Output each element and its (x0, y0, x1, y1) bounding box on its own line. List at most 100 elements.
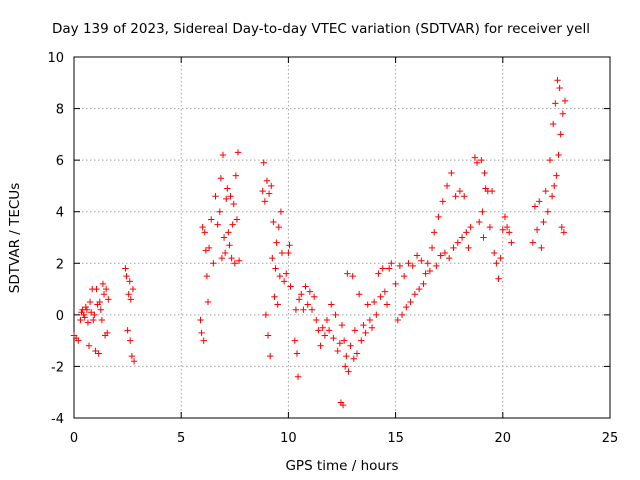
data-point (350, 355, 357, 362)
data-point (552, 100, 559, 107)
data-point (456, 187, 464, 195)
data-point (403, 303, 410, 311)
data-point (480, 234, 487, 241)
data-point (353, 350, 361, 357)
data-point (122, 265, 129, 272)
x-tick-label: 5 (177, 431, 185, 446)
data-point (272, 265, 279, 272)
data-point (542, 187, 549, 195)
data-point (398, 311, 406, 319)
data-point (358, 337, 365, 344)
data-point (317, 342, 324, 349)
data-point (503, 223, 511, 231)
data-point (463, 229, 470, 236)
data-point (84, 319, 92, 326)
data-point (561, 97, 569, 105)
data-point (486, 223, 494, 231)
data-point (448, 169, 455, 177)
data-point (493, 260, 500, 267)
data-point (555, 151, 562, 159)
y-tick-label: -4 (51, 412, 64, 427)
data-point (105, 296, 112, 303)
data-point (214, 221, 221, 228)
data-point (478, 156, 485, 164)
data-point (304, 301, 311, 308)
data-point (310, 293, 318, 301)
data-point (560, 229, 568, 236)
data-point (231, 260, 238, 267)
data-point (323, 316, 331, 324)
data-point (91, 311, 98, 319)
y-tick-label: -2 (51, 360, 64, 375)
data-point (128, 352, 136, 360)
data-point (95, 350, 102, 357)
data-point (388, 260, 395, 267)
data-point (93, 285, 100, 293)
data-point (344, 270, 351, 277)
data-point (394, 316, 401, 324)
data-point (294, 373, 302, 380)
data-point (212, 193, 219, 200)
data-point (368, 324, 376, 331)
data-point (506, 229, 513, 236)
data-point (332, 311, 339, 319)
data-point (501, 213, 509, 221)
data-point (280, 278, 288, 285)
data-point (208, 216, 215, 223)
data-point (273, 239, 280, 246)
data-point (77, 316, 84, 324)
x-tick-label: 0 (70, 431, 78, 446)
data-point (83, 306, 91, 313)
data-point (355, 291, 363, 298)
data-point (232, 172, 240, 179)
plot-frame (73, 56, 611, 419)
data-point (125, 291, 132, 298)
data-point (383, 301, 391, 308)
data-point (92, 347, 99, 355)
data-point (224, 185, 231, 192)
data-point (86, 298, 94, 306)
data-point (405, 260, 412, 267)
data-point (265, 190, 273, 197)
data-point (433, 262, 440, 270)
data-point (413, 252, 421, 259)
data-point (340, 337, 348, 344)
data-point (315, 327, 322, 334)
data-point (339, 401, 347, 409)
data-point (227, 193, 234, 200)
data-point (198, 329, 205, 337)
data-point (102, 285, 110, 293)
data-point (461, 193, 468, 200)
y-tick-label: 0 (56, 309, 64, 324)
data-point (260, 159, 267, 166)
data-point (200, 337, 207, 344)
data-point (275, 223, 282, 231)
data-point (276, 272, 284, 280)
data-point (100, 291, 108, 298)
data-point (336, 340, 344, 347)
data-point (130, 358, 138, 365)
data-point (127, 296, 135, 303)
data-point (285, 249, 292, 257)
data-point (450, 244, 457, 252)
data-point (302, 283, 309, 290)
data-point (392, 280, 399, 288)
data-point (85, 342, 93, 349)
data-point (217, 174, 225, 182)
data-points (70, 77, 569, 409)
data-point (308, 306, 316, 313)
data-point (277, 208, 285, 215)
data-point (400, 272, 408, 280)
data-point (381, 288, 389, 295)
data-point (99, 280, 107, 288)
y-tick-label: 2 (56, 257, 64, 272)
y-tick-label: 8 (56, 103, 64, 118)
data-point (441, 249, 449, 257)
data-point (540, 218, 547, 226)
data-point (430, 229, 438, 236)
data-point (235, 257, 243, 264)
data-point (415, 285, 423, 293)
data-point (529, 239, 537, 246)
data-point (536, 198, 543, 205)
data-point (81, 314, 88, 321)
